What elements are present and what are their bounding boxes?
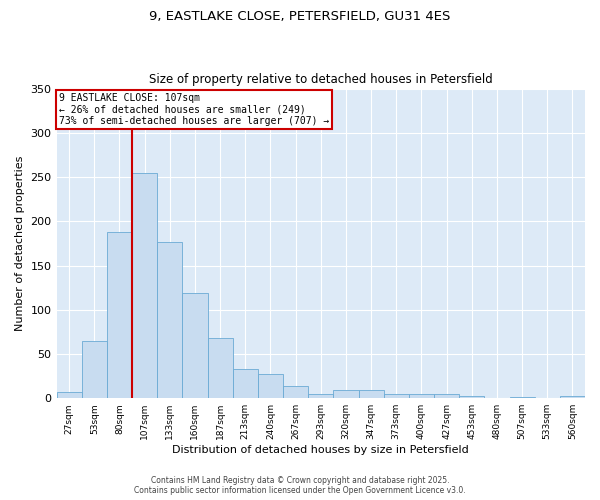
Bar [283, 386, 308, 398]
Bar [182, 293, 208, 398]
Bar [208, 338, 233, 398]
Bar [107, 232, 132, 398]
Bar [56, 392, 82, 398]
Bar [132, 174, 157, 398]
Text: Contains HM Land Registry data © Crown copyright and database right 2025.
Contai: Contains HM Land Registry data © Crown c… [134, 476, 466, 495]
Bar [560, 396, 585, 398]
Bar [383, 394, 409, 398]
Bar [359, 390, 383, 398]
Bar [233, 369, 258, 398]
Text: 9 EASTLAKE CLOSE: 107sqm
← 26% of detached houses are smaller (249)
73% of semi-: 9 EASTLAKE CLOSE: 107sqm ← 26% of detach… [59, 93, 329, 126]
Bar [409, 394, 434, 398]
Bar [459, 396, 484, 398]
Title: Size of property relative to detached houses in Petersfield: Size of property relative to detached ho… [149, 73, 493, 86]
Bar [334, 390, 359, 398]
Bar [82, 340, 107, 398]
Bar [258, 374, 283, 398]
Bar [308, 394, 334, 398]
Y-axis label: Number of detached properties: Number of detached properties [15, 156, 25, 331]
X-axis label: Distribution of detached houses by size in Petersfield: Distribution of detached houses by size … [172, 445, 469, 455]
Text: 9, EASTLAKE CLOSE, PETERSFIELD, GU31 4ES: 9, EASTLAKE CLOSE, PETERSFIELD, GU31 4ES [149, 10, 451, 23]
Bar [157, 242, 182, 398]
Bar [434, 394, 459, 398]
